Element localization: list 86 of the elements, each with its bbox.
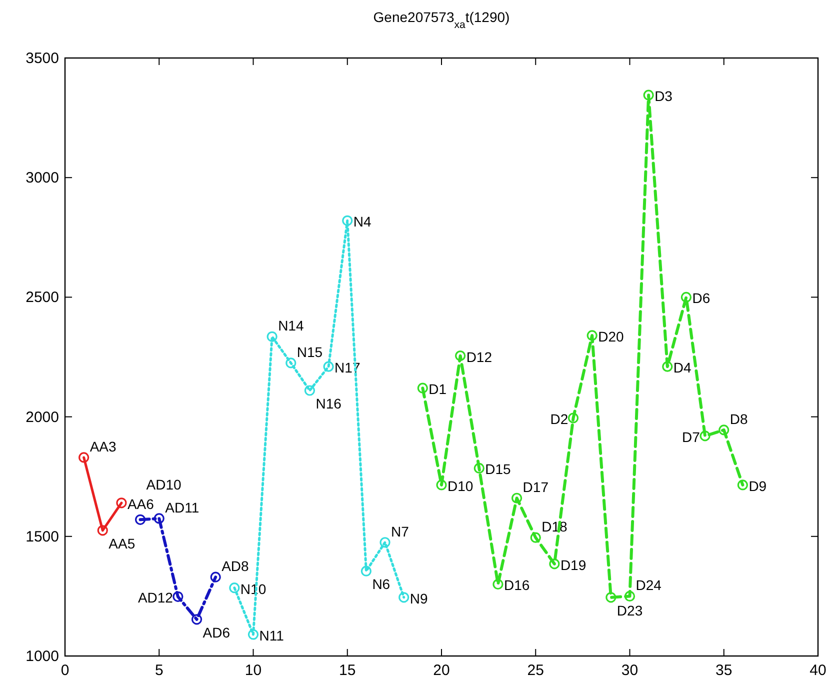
annotation: AD11 — [165, 499, 200, 516]
point — [323, 361, 334, 372]
point — [492, 578, 504, 590]
point — [530, 532, 541, 543]
point — [662, 361, 673, 372]
y-tick-label: 3500 — [26, 50, 59, 67]
y-tick-label: 1000 — [26, 648, 59, 665]
point — [417, 382, 428, 394]
y-tick-label: 2500 — [26, 289, 59, 306]
annotation: D20 — [598, 328, 624, 344]
point — [286, 358, 296, 368]
point — [511, 492, 522, 504]
point — [229, 582, 240, 594]
point — [78, 452, 90, 463]
point — [474, 462, 484, 474]
point — [380, 537, 390, 548]
point — [718, 424, 730, 436]
annotation: D23 — [616, 602, 643, 618]
x-tick-label: 25 — [527, 662, 544, 679]
point — [606, 592, 616, 603]
annotation: D12 — [466, 348, 492, 365]
point — [586, 330, 598, 341]
annotation: D4 — [673, 360, 692, 376]
annotation: AD10 — [146, 476, 182, 493]
point — [549, 558, 560, 570]
point — [116, 498, 127, 508]
annotation: D7 — [682, 428, 700, 445]
point — [97, 525, 108, 536]
point — [737, 480, 748, 490]
annotation: N4 — [353, 214, 372, 230]
point — [154, 513, 164, 524]
annotation: AD12 — [138, 590, 174, 606]
annotation: D19 — [560, 556, 586, 573]
annotation: D8 — [730, 410, 748, 427]
point — [266, 331, 278, 342]
annotation: N16 — [316, 395, 342, 412]
annotation: AD6 — [202, 624, 230, 640]
point — [680, 292, 692, 302]
x-tick-label: 20 — [433, 662, 450, 679]
annotation: D24 — [636, 577, 662, 594]
point — [643, 90, 654, 100]
point — [700, 430, 710, 442]
annotation: D6 — [692, 290, 710, 306]
point — [248, 629, 259, 640]
chart-title: Gene207573$_{xa}$t(1290) — [373, 9, 510, 31]
annotation: N15 — [296, 344, 323, 360]
y-tick-label: 3000 — [26, 170, 59, 187]
annotation: D15 — [485, 461, 512, 478]
point — [135, 514, 146, 525]
annotation: D2 — [550, 410, 568, 427]
point — [304, 385, 316, 396]
annotation: D10 — [448, 478, 474, 494]
annotation: N6 — [372, 576, 390, 592]
x-tick-label: 30 — [621, 662, 638, 679]
x-tick-label: 5 — [154, 662, 164, 679]
annotation: D9 — [748, 478, 767, 494]
annotation: D1 — [428, 381, 447, 398]
annotation: N10 — [240, 580, 266, 597]
point — [360, 566, 372, 576]
point — [568, 412, 579, 424]
y-tick-label: 1500 — [26, 528, 59, 546]
annotation: N14 — [278, 318, 304, 334]
x-tick-label: 0 — [60, 662, 70, 679]
annotation: AA6 — [127, 496, 154, 512]
point — [624, 590, 636, 602]
point — [342, 215, 353, 226]
point — [436, 480, 447, 490]
x-tick-label: 10 — [244, 662, 262, 679]
annotation: AA3 — [90, 438, 116, 454]
point — [455, 350, 466, 362]
x-tick-label: 15 — [339, 662, 356, 679]
annotation: D16 — [504, 577, 530, 594]
x-tick-label: 40 — [810, 662, 826, 679]
point — [210, 572, 221, 582]
annotation: N11 — [259, 627, 284, 644]
annotation: D17 — [522, 479, 549, 496]
annotation: D3 — [654, 88, 673, 104]
y-tick-label: 2000 — [26, 408, 59, 426]
annotation: AA5 — [108, 535, 136, 552]
point — [172, 591, 184, 602]
annotation: N9 — [410, 590, 428, 606]
x-tick-label: 35 — [716, 662, 732, 679]
point — [191, 614, 202, 625]
annotation: AD8 — [222, 558, 250, 574]
point — [398, 592, 410, 603]
annotation: N7 — [391, 523, 410, 540]
